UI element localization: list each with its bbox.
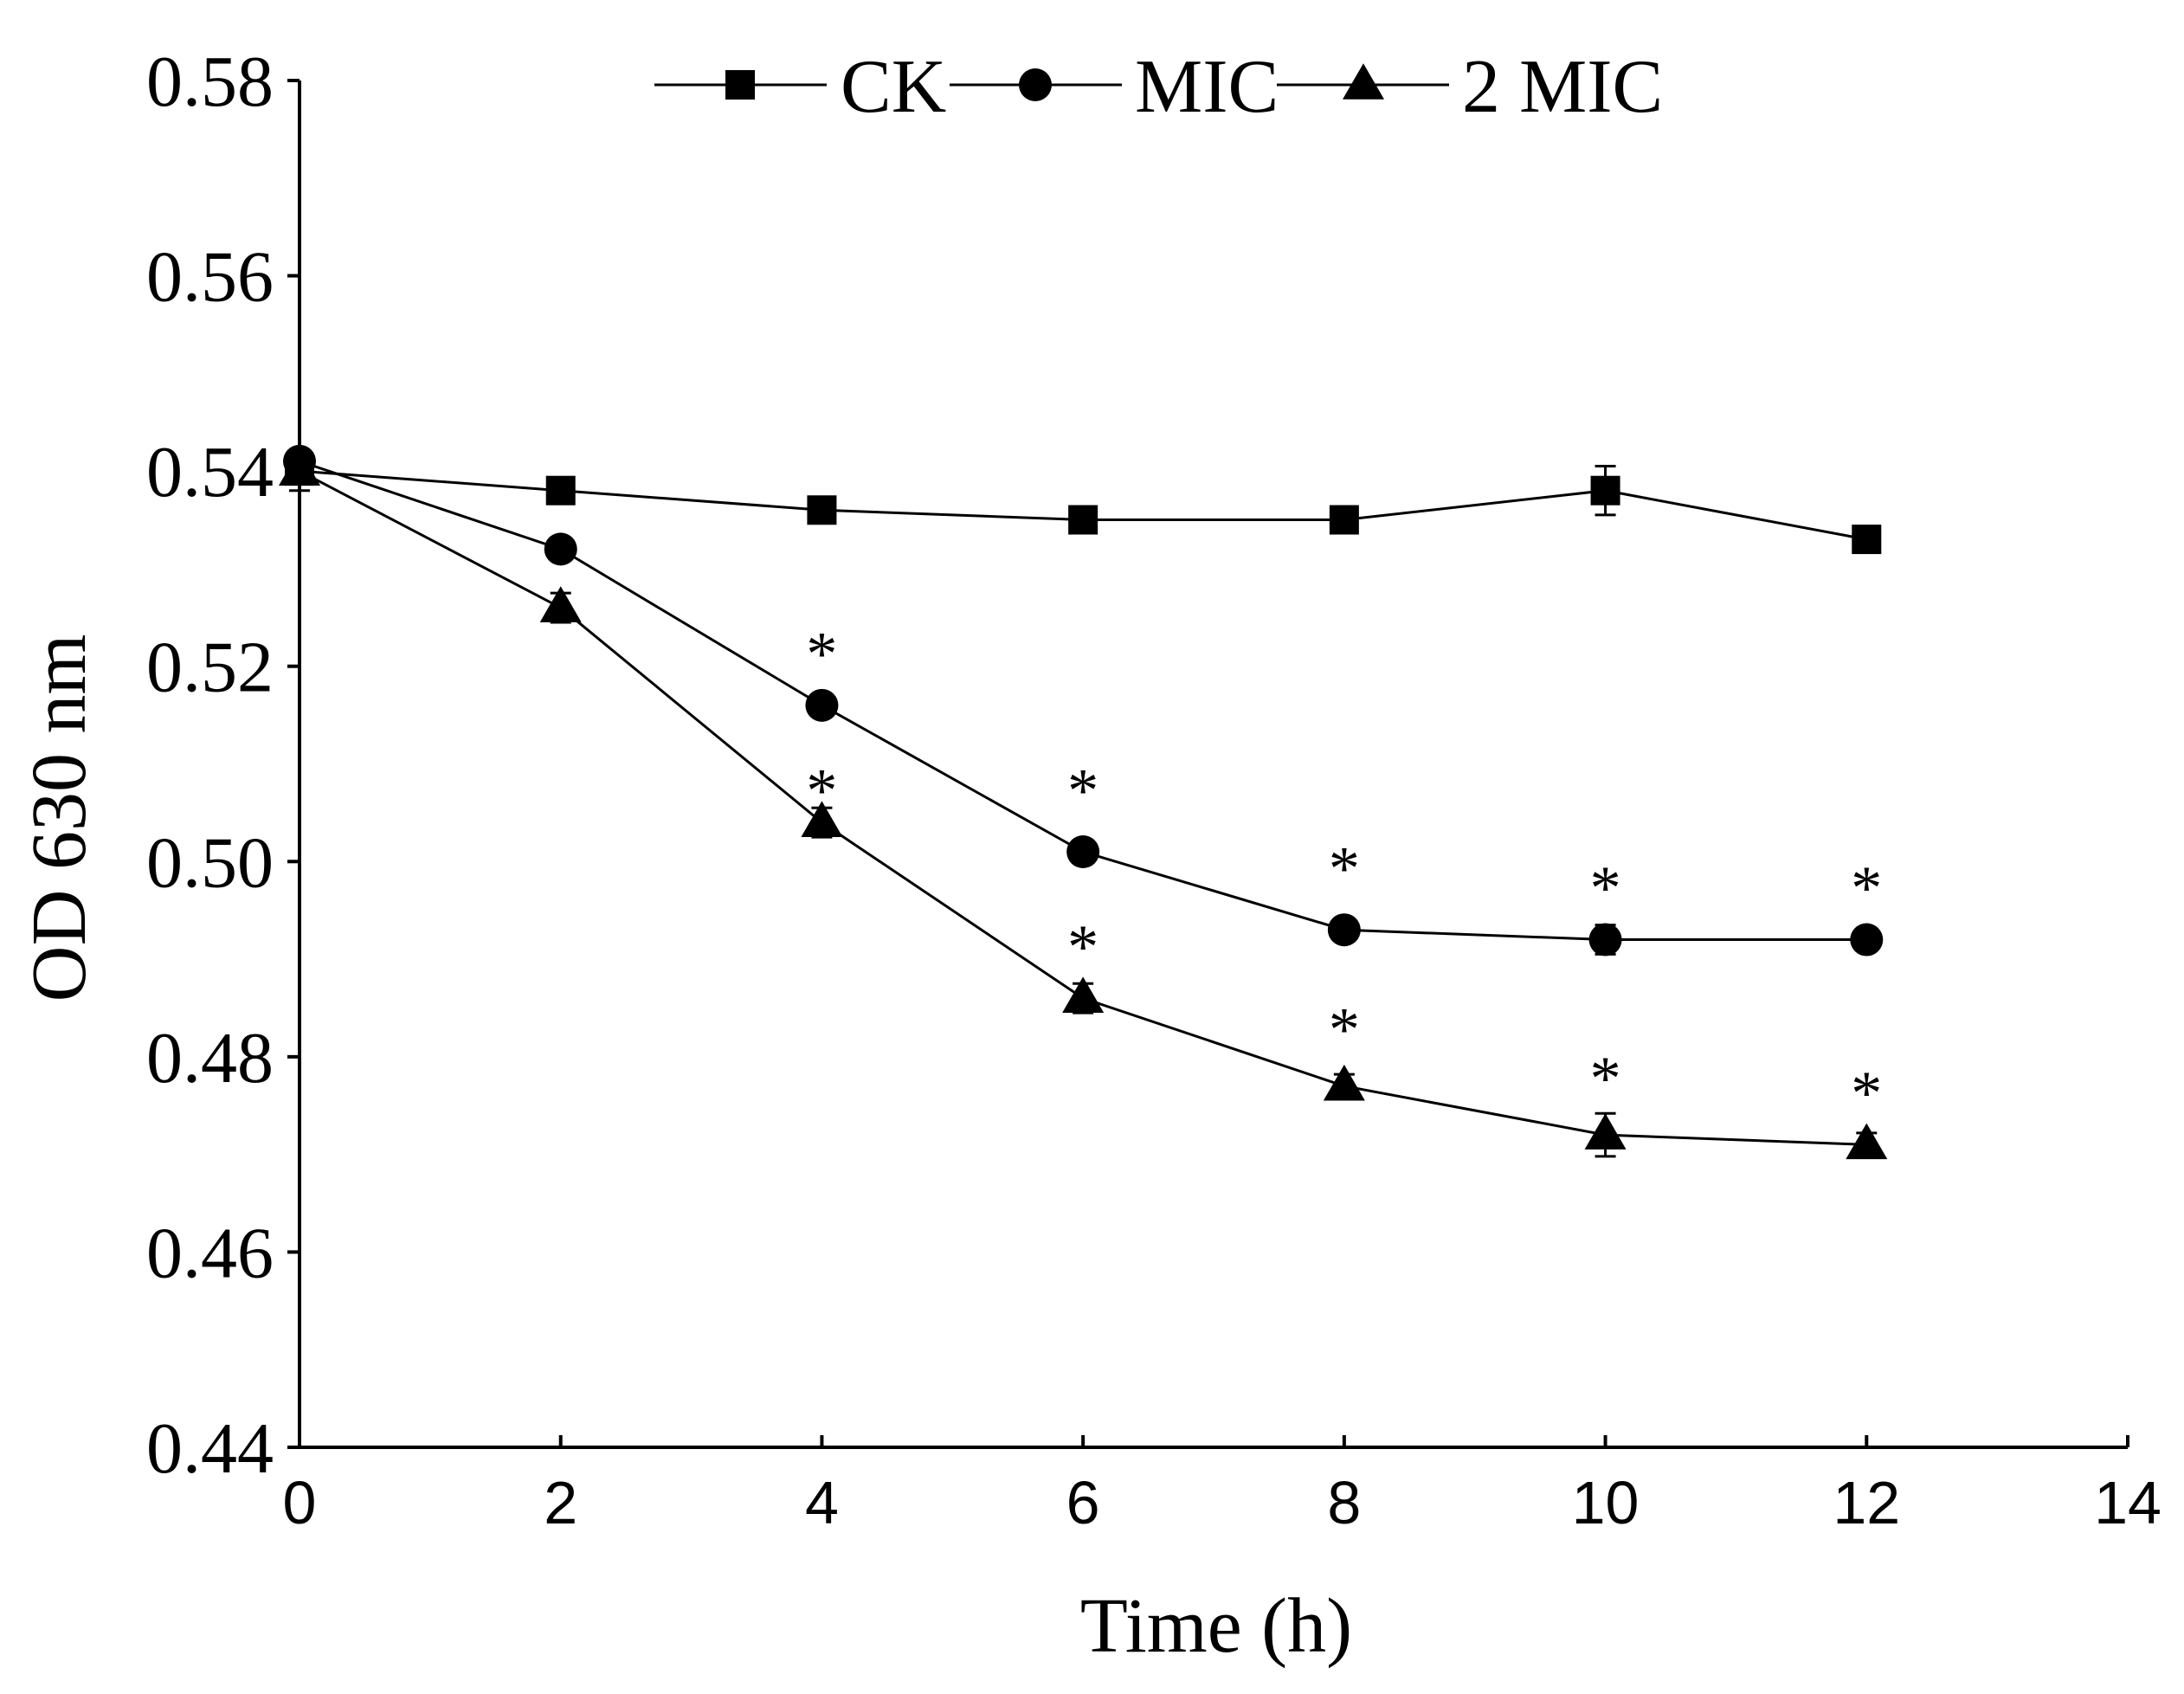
legend-label: 2 MIC — [1462, 45, 1663, 129]
x-tick-label: 10 — [1572, 1469, 1640, 1536]
y-axis-title: OD 630 nm — [16, 634, 102, 1002]
data-point-mic — [1850, 923, 1884, 956]
x-tick-label: 12 — [1833, 1469, 1900, 1536]
axes-layer: 0.44 0.46 0.48 0.50 0.52 0.54 0.56 0.58 0 2 4 6 8 10… — [146, 42, 2161, 1536]
x-tick-label: 8 — [1327, 1469, 1361, 1536]
series-mic — [283, 444, 1884, 956]
y-tick-label: 0.48 — [146, 1018, 274, 1098]
legend-item-ck: CK — [654, 45, 946, 129]
significance-marker: * — [1851, 853, 1882, 923]
x-axis-title: Time (h) — [1080, 1583, 1352, 1669]
significance-marker: * — [1590, 1044, 1621, 1113]
significance-marker: * — [806, 620, 837, 689]
data-point-mic — [805, 688, 839, 722]
data-point-2-mic — [1584, 1113, 1627, 1150]
significance-marker: * — [1329, 995, 1360, 1065]
legend-marker-mic — [1019, 68, 1052, 101]
significance-marker: * — [1851, 1059, 1882, 1128]
y-tick-label: 0.58 — [146, 42, 274, 122]
y-tick-label: 0.50 — [146, 822, 274, 903]
legend-item-mic: MIC — [950, 45, 1279, 129]
data-point-ck — [545, 475, 576, 506]
legend-marker-ck — [725, 70, 755, 100]
data-point-2-mic — [539, 586, 582, 622]
x-tick-label: 2 — [544, 1469, 577, 1536]
x-ticks: 0 2 4 6 8 10 12 14 — [283, 1435, 2161, 1536]
significance-marker: * — [1329, 834, 1360, 904]
data-point-mic — [1327, 913, 1361, 947]
data-point-ck — [807, 495, 837, 525]
significance-marker: * — [806, 756, 837, 825]
series-ck — [285, 450, 1882, 555]
legend-item-2-mic: 2 MIC — [1277, 45, 1663, 129]
annotation-layer: * * * * * * * * * * — [806, 620, 1882, 1129]
data-point-2-mic — [1062, 976, 1105, 1013]
y-tick-label: 0.52 — [146, 628, 274, 708]
significance-marker: * — [1590, 853, 1621, 923]
data-point-2-mic — [1846, 1123, 1888, 1160]
series-layer — [279, 444, 1888, 1160]
significance-marker: * — [1067, 912, 1098, 982]
data-point-2-mic — [1323, 1064, 1365, 1101]
x-tick-label: 0 — [283, 1469, 317, 1536]
data-point-ck — [1852, 525, 1882, 555]
data-point-ck — [1068, 505, 1098, 535]
y-tick-label: 0.46 — [146, 1213, 274, 1293]
y-tick-label: 0.44 — [146, 1408, 274, 1489]
legend: CK MIC 2 MIC — [654, 45, 1663, 129]
data-point-2-mic — [801, 801, 843, 837]
y-ticks: 0.44 0.46 0.48 0.50 0.52 0.54 0.56 0.58 — [146, 42, 300, 1489]
significance-marker: * — [1067, 756, 1098, 825]
y-tick-label: 0.54 — [146, 432, 274, 512]
legend-label: CK — [841, 45, 946, 129]
series-2-mic — [279, 449, 1888, 1160]
data-point-mic — [544, 532, 577, 566]
x-tick-label: 4 — [805, 1469, 839, 1536]
x-tick-label: 6 — [1066, 1469, 1100, 1536]
data-point-mic — [1588, 923, 1622, 956]
legend-label: MIC — [1135, 45, 1279, 129]
legend-marker-2-mic — [1343, 63, 1384, 100]
data-point-ck — [1329, 505, 1359, 535]
x-tick-label: 14 — [2094, 1469, 2161, 1536]
data-point-2-mic — [279, 449, 320, 486]
data-point-mic — [1066, 835, 1100, 869]
data-point-ck — [1590, 475, 1620, 506]
y-tick-label: 0.56 — [146, 237, 274, 318]
